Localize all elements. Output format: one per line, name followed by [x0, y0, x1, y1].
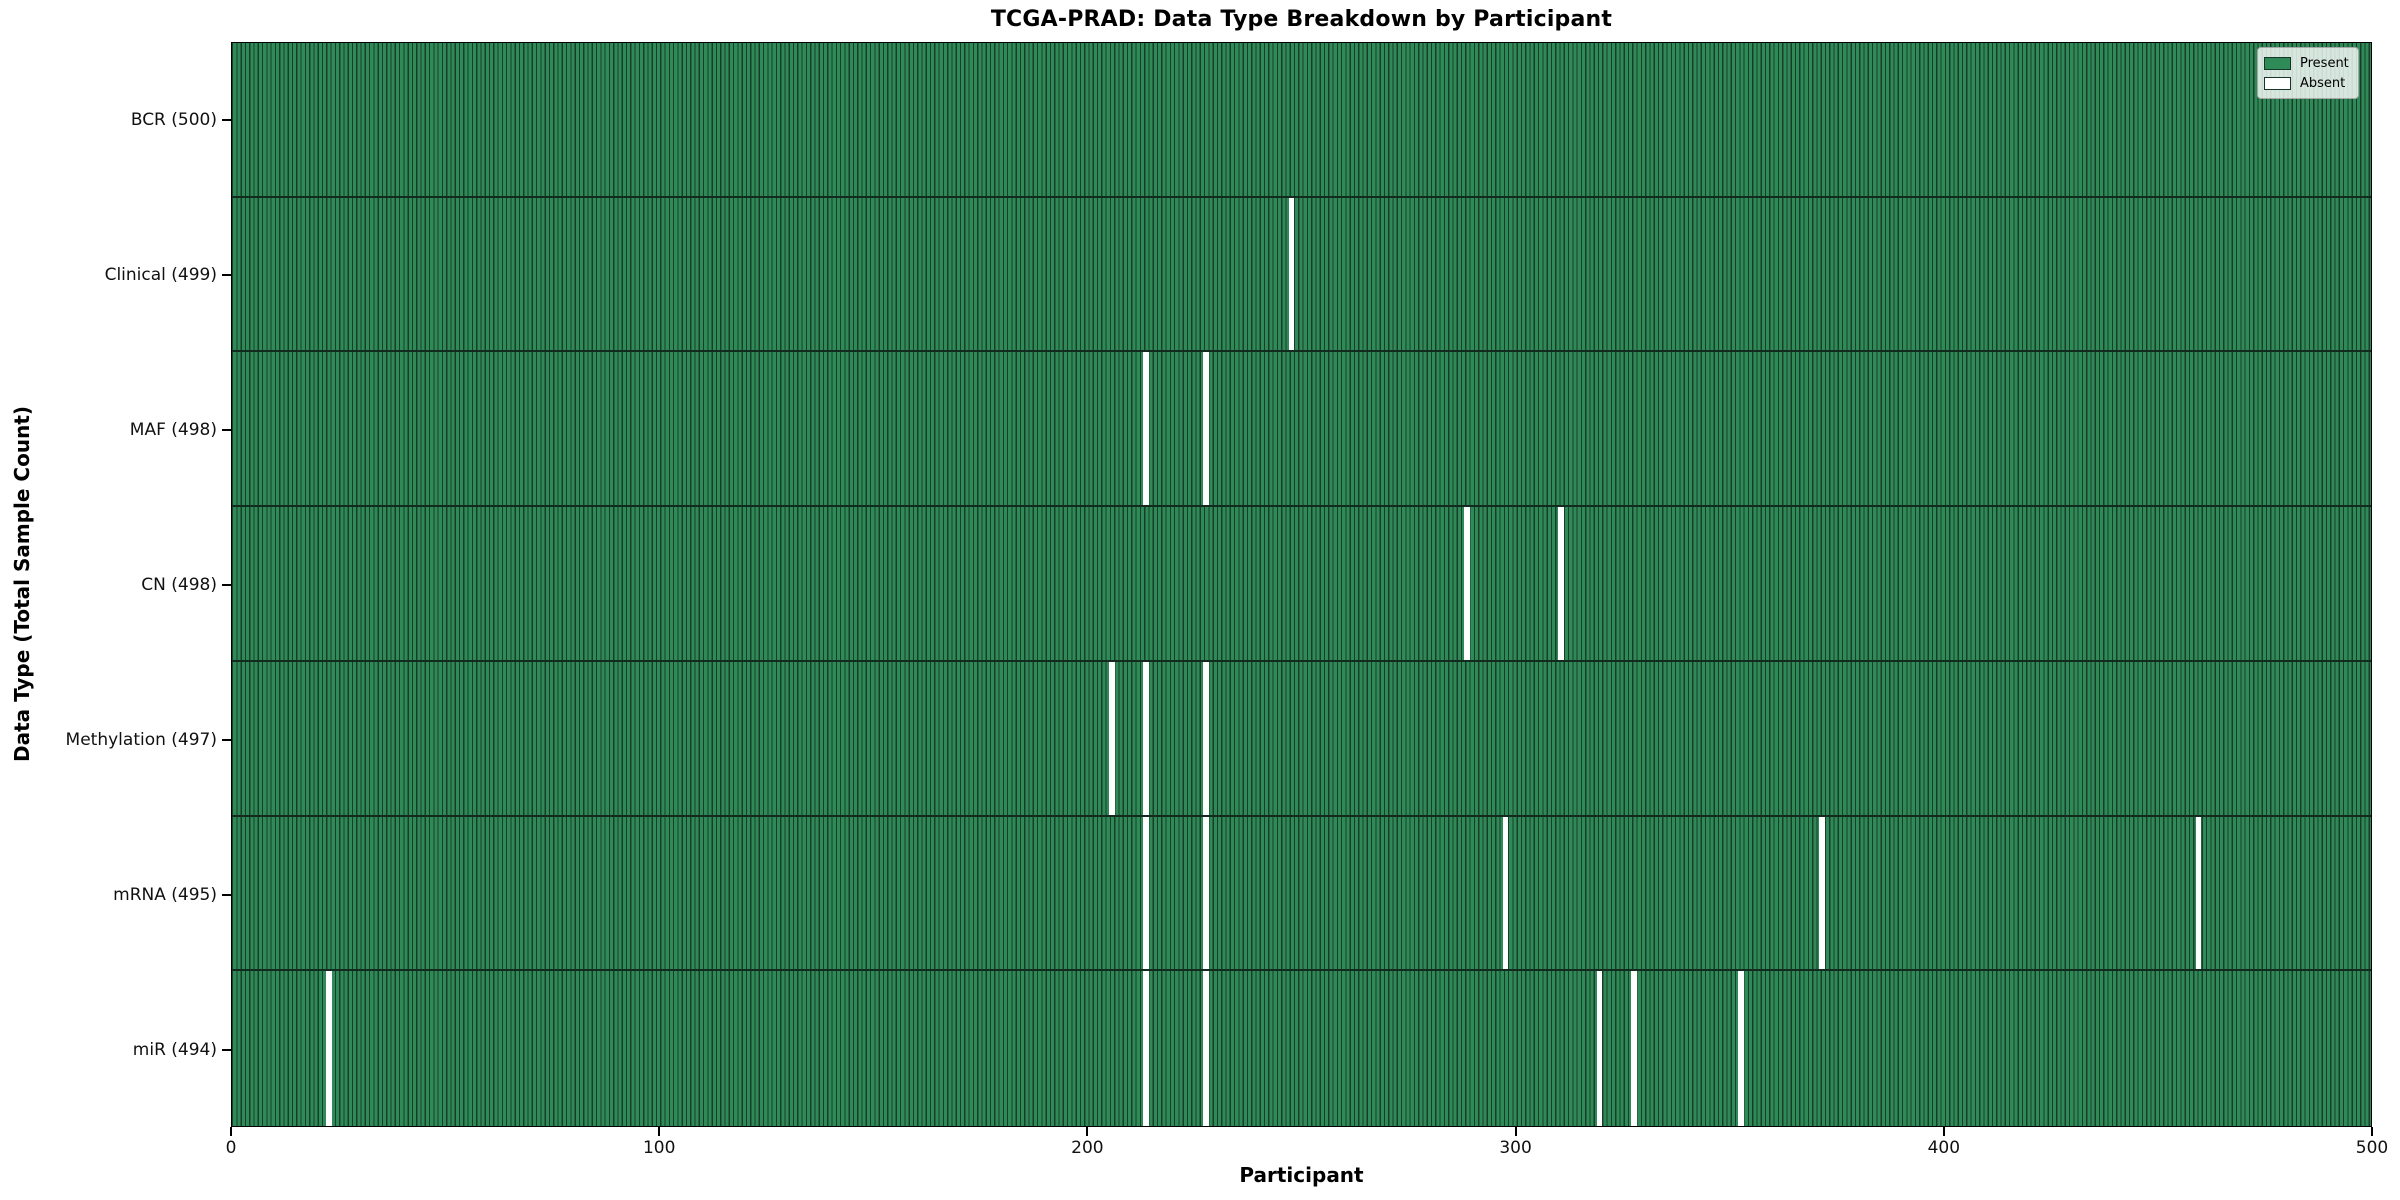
absent-gap-miR-213 — [1143, 971, 1149, 1126]
absent-gap-miR-227 — [1203, 971, 1209, 1126]
absent-gap-miR-319 — [1596, 971, 1603, 1126]
y-tick-mark — [222, 118, 231, 121]
heatmap-row-Clinical — [232, 197, 2371, 353]
absent-gap-Methylation-213 — [1143, 661, 1149, 815]
y-tick-label-Clinical: Clinical (499) — [104, 264, 217, 285]
heatmap-row-miR — [232, 971, 2371, 1126]
x-tick-mark — [2371, 1127, 2373, 1136]
absent-gap-mRNA-297 — [1502, 816, 1509, 970]
plot-area — [231, 42, 2372, 1127]
x-tick-mark — [1942, 1127, 1945, 1136]
absent-gap-mRNA-213 — [1143, 816, 1149, 970]
absent-gap-MAF-213 — [1143, 352, 1149, 506]
heatmap-row-mRNA — [232, 816, 2371, 972]
y-tick-mark — [222, 583, 231, 586]
y-tick-mark — [222, 428, 231, 431]
x-tick-label-400: 400 — [1927, 1138, 1961, 1158]
heatmap-row-CN — [232, 507, 2371, 662]
legend-swatch-present — [2264, 56, 2291, 70]
absent-gap-mRNA-227 — [1203, 816, 1209, 970]
y-tick-label-Methylation: Methylation (497) — [65, 729, 217, 750]
y-tick-label-BCR: BCR (500) — [130, 109, 217, 130]
x-tick-mark — [1514, 1127, 1517, 1136]
y-tick-label-MAF: MAF (498) — [129, 419, 217, 440]
absent-gap-miR-352 — [1737, 971, 1744, 1126]
legend: Present Absent — [2257, 47, 2359, 99]
y-tick-mark — [222, 273, 231, 276]
absent-gap-miR-327 — [1630, 971, 1637, 1126]
legend-entry-present: Present — [2264, 53, 2349, 73]
x-tick-label-0: 0 — [225, 1138, 237, 1158]
absent-gap-CN-288 — [1464, 507, 1470, 660]
legend-swatch-absent — [2264, 76, 2291, 90]
legend-entry-absent: Absent — [2264, 73, 2349, 93]
x-tick-mark — [658, 1127, 661, 1136]
y-tick-mark — [222, 1048, 231, 1051]
y-tick-label-CN: CN (498) — [141, 574, 217, 595]
x-tick-mark — [230, 1127, 232, 1136]
y-tick-mark — [222, 893, 231, 896]
y-tick-label-mRNA: mRNA (495) — [113, 884, 217, 905]
absent-gap-mRNA-371 — [1819, 816, 1825, 970]
legend-label-absent: Absent — [2300, 75, 2346, 91]
absent-gap-miR-22 — [326, 971, 332, 1126]
heatmap-row-Methylation — [232, 661, 2371, 817]
absent-gap-MAF-227 — [1203, 352, 1209, 506]
absent-gap-Methylation-205 — [1108, 661, 1115, 815]
x-tick-label-500: 500 — [2355, 1138, 2389, 1158]
x-tick-label-200: 200 — [1071, 1138, 1104, 1158]
absent-gap-CN-310 — [1558, 507, 1564, 660]
heatmap-row-BCR — [232, 43, 2371, 198]
y-tick-mark — [222, 738, 231, 741]
absent-gap-mRNA-459 — [2195, 816, 2202, 970]
x-tick-label-300: 300 — [1499, 1138, 1532, 1158]
absent-gap-Methylation-227 — [1203, 661, 1209, 815]
x-tick-label-100: 100 — [642, 1138, 676, 1158]
legend-label-present: Present — [2300, 55, 2349, 71]
heatmap-row-MAF — [232, 352, 2371, 508]
chart-title: TCGA-PRAD: Data Type Breakdown by Partic… — [990, 7, 1613, 32]
y-tick-label-miR: miR (494) — [132, 1039, 217, 1060]
x-tick-mark — [1086, 1127, 1089, 1136]
x-axis-label: Participant — [1239, 1163, 1364, 1187]
absent-gap-Clinical-247 — [1288, 197, 1295, 351]
